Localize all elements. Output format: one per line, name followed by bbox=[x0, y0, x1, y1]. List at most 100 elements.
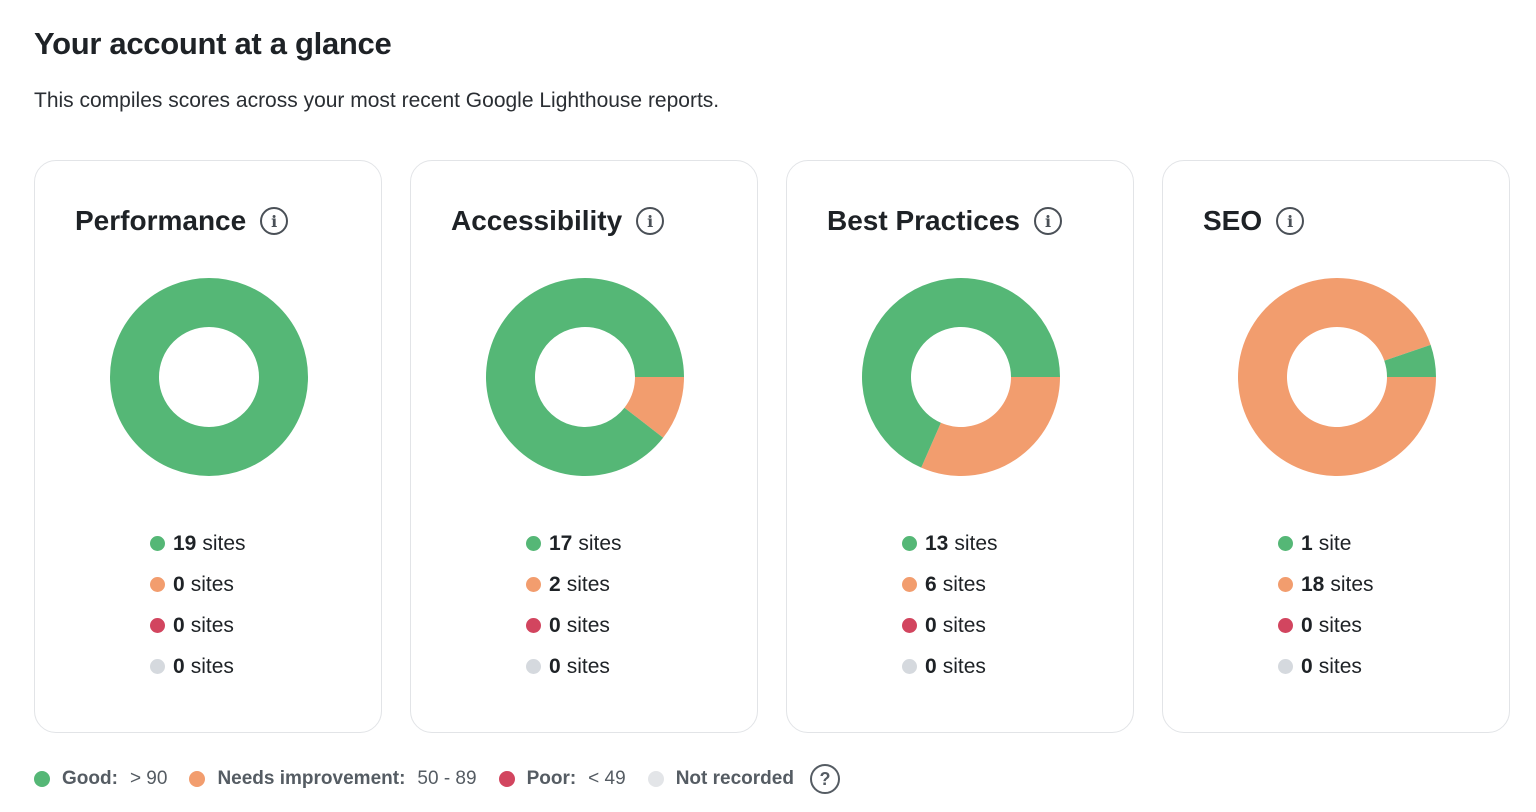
count-value: 1 bbox=[1301, 531, 1313, 555]
legend-not-recorded: Not recorded bbox=[647, 768, 794, 790]
legend-range: 50 - 89 bbox=[417, 768, 477, 789]
count-good: 1 site bbox=[1278, 523, 1374, 564]
count-list: 1 site 18 sites 0 sites 0 sites bbox=[1278, 523, 1374, 687]
count-not-recorded: 0 sites bbox=[150, 646, 246, 687]
count-needs-improvement: 2 sites bbox=[526, 564, 622, 605]
question-icon[interactable]: ? bbox=[809, 764, 840, 794]
count-unit: sites bbox=[202, 531, 246, 555]
poor-dot bbox=[902, 618, 917, 633]
count-unit: sites bbox=[942, 613, 986, 637]
legend-label: Needs improvement: bbox=[217, 768, 406, 789]
count-unit: sites bbox=[578, 531, 622, 555]
info-icon[interactable]: i bbox=[1034, 207, 1063, 235]
needs-improvement-dot bbox=[902, 577, 917, 592]
count-unit: site bbox=[1318, 531, 1352, 555]
count-unit: sites bbox=[190, 572, 234, 596]
donut-segment-good[interactable] bbox=[862, 278, 1060, 468]
count-value: 0 bbox=[925, 654, 937, 678]
score-card-performance: Performance i 19 sites 0 sites 0 sites 0 sites bbox=[34, 160, 382, 733]
legend-label: Good: bbox=[62, 768, 118, 789]
donut-segment-good[interactable] bbox=[486, 278, 684, 476]
info-icon[interactable]: i bbox=[1276, 207, 1305, 235]
count-not-recorded: 0 sites bbox=[902, 646, 998, 687]
score-legend: Good: > 90 Needs improvement: 50 - 89 Poor… bbox=[34, 764, 840, 794]
count-unit: sites bbox=[566, 654, 610, 678]
score-card-accessibility: Accessibility i 17 sites 2 sites 0 sites 0 sites bbox=[410, 160, 758, 733]
count-good: 17 sites bbox=[526, 523, 622, 564]
card-title: Best Practices i bbox=[827, 205, 1063, 237]
legend-good: Good: > 90 bbox=[34, 768, 167, 790]
score-card-best-practices: Best Practices i 13 sites 6 sites 0 sites 0 site… bbox=[786, 160, 1134, 733]
poor-dot bbox=[1278, 618, 1293, 633]
count-unit: sites bbox=[954, 531, 998, 555]
count-needs-improvement: 18 sites bbox=[1278, 564, 1374, 605]
good-dot bbox=[902, 536, 917, 551]
count-value: 0 bbox=[1301, 613, 1313, 637]
poor-dot bbox=[526, 618, 541, 633]
count-unit: sites bbox=[190, 654, 234, 678]
count-needs-improvement: 6 sites bbox=[902, 564, 998, 605]
count-value: 0 bbox=[925, 613, 937, 637]
poor-dot bbox=[498, 771, 515, 787]
count-value: 0 bbox=[173, 572, 185, 596]
needs-improvement-dot bbox=[1278, 577, 1293, 592]
score-card-seo: SEO i 1 site 18 sites 0 sites 0 sites bbox=[1162, 160, 1510, 733]
donut-segment-good[interactable] bbox=[1384, 344, 1436, 377]
legend-needs-improvement: Needs improvement: 50 - 89 bbox=[189, 768, 477, 790]
count-unit: sites bbox=[1330, 572, 1374, 596]
count-list: 13 sites 6 sites 0 sites 0 sites bbox=[902, 523, 998, 687]
legend-range: < 49 bbox=[588, 768, 626, 789]
needs-improvement-dot bbox=[150, 577, 165, 592]
count-unit: sites bbox=[1318, 654, 1362, 678]
count-value: 18 bbox=[1301, 572, 1325, 596]
donut-segment-needs-improvement[interactable] bbox=[624, 377, 684, 438]
count-value: 0 bbox=[549, 613, 561, 637]
count-value: 19 bbox=[173, 531, 197, 555]
card-title: Performance i bbox=[75, 205, 289, 237]
count-unit: sites bbox=[942, 654, 986, 678]
donut-chart bbox=[862, 278, 1060, 476]
info-icon[interactable]: i bbox=[260, 207, 289, 235]
card-title-text: Accessibility bbox=[451, 205, 623, 236]
poor-dot bbox=[150, 618, 165, 633]
count-needs-improvement: 0 sites bbox=[150, 564, 246, 605]
count-unit: sites bbox=[566, 572, 610, 596]
count-unit: sites bbox=[190, 613, 234, 637]
card-title: SEO i bbox=[1203, 205, 1305, 237]
count-good: 13 sites bbox=[902, 523, 998, 564]
legend-poor: Poor: < 49 bbox=[498, 768, 626, 790]
info-icon[interactable]: i bbox=[636, 207, 665, 235]
count-poor: 0 sites bbox=[150, 605, 246, 646]
good-dot bbox=[526, 536, 541, 551]
count-value: 0 bbox=[1301, 654, 1313, 678]
count-list: 19 sites 0 sites 0 sites 0 sites bbox=[150, 523, 246, 687]
legend-label: Not recorded bbox=[675, 768, 794, 789]
count-value: 0 bbox=[549, 654, 561, 678]
card-title-text: Best Practices bbox=[827, 205, 1021, 236]
count-not-recorded: 0 sites bbox=[1278, 646, 1374, 687]
count-unit: sites bbox=[1318, 613, 1362, 637]
good-dot bbox=[34, 771, 50, 787]
card-title-text: SEO bbox=[1203, 205, 1263, 236]
count-good: 19 sites bbox=[150, 523, 246, 564]
count-value: 2 bbox=[549, 572, 561, 596]
count-unit: sites bbox=[566, 613, 610, 637]
page-title: Your account at a glance bbox=[34, 26, 392, 61]
count-not-recorded: 0 sites bbox=[526, 646, 622, 687]
count-value: 6 bbox=[925, 572, 937, 596]
not-recorded-dot bbox=[150, 659, 165, 674]
good-dot bbox=[150, 536, 165, 551]
good-dot bbox=[1278, 536, 1293, 551]
card-title-text: Performance bbox=[75, 205, 247, 236]
not-recorded-dot bbox=[902, 659, 917, 674]
donut-segment-good[interactable] bbox=[110, 278, 308, 476]
count-list: 17 sites 2 sites 0 sites 0 sites bbox=[526, 523, 622, 687]
count-value: 0 bbox=[173, 654, 185, 678]
count-value: 0 bbox=[173, 613, 185, 637]
page-subtitle: This compiles scores across your most re… bbox=[34, 89, 720, 112]
donut-segment-needs-improvement[interactable] bbox=[1238, 278, 1436, 476]
donut-segment-needs-improvement[interactable] bbox=[921, 377, 1060, 476]
legend-range: > 90 bbox=[129, 768, 168, 789]
donut-chart bbox=[110, 278, 308, 476]
count-poor: 0 sites bbox=[902, 605, 998, 646]
